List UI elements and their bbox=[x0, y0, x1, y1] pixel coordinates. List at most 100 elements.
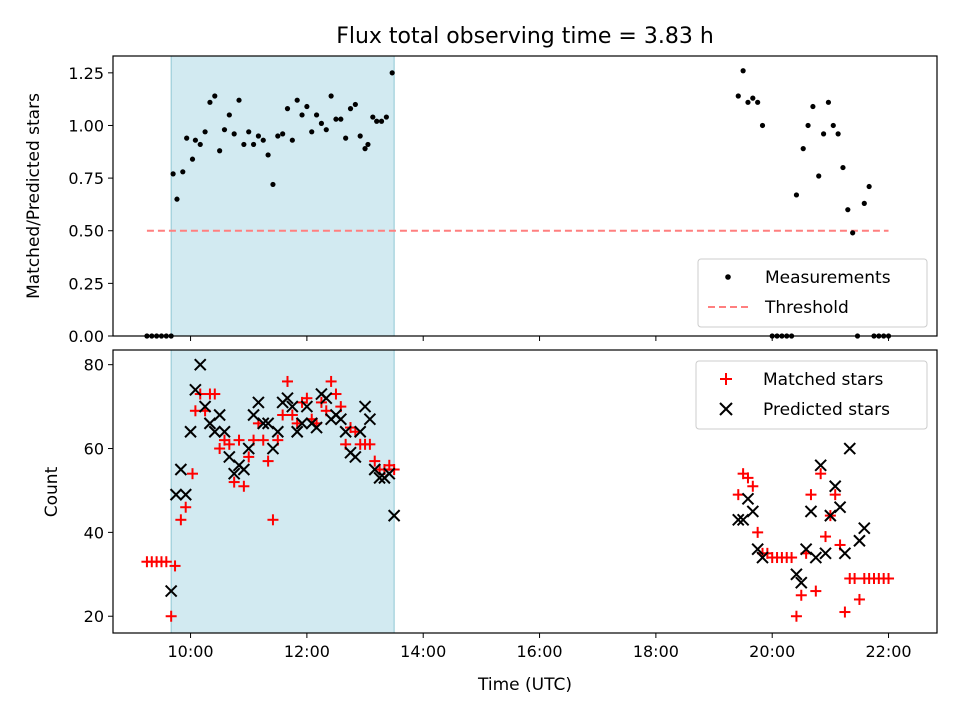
predicted-star-point bbox=[281, 392, 294, 405]
bottom-y-tick-label: 80 bbox=[84, 356, 104, 375]
predicted-star-point bbox=[189, 383, 202, 397]
matched-star-point bbox=[209, 388, 221, 400]
x-tick-label: 12:00 bbox=[284, 642, 330, 661]
matched-star-point bbox=[257, 434, 269, 446]
measurement-point bbox=[805, 122, 811, 129]
measurement-point bbox=[231, 131, 237, 137]
predicted-star-point bbox=[334, 412, 348, 426]
predicted-star-point bbox=[819, 547, 832, 560]
predicted-star-point bbox=[266, 442, 280, 455]
top-y-tick-label: 1.00 bbox=[68, 116, 104, 135]
measurement-point bbox=[357, 133, 363, 139]
matched-star-point bbox=[364, 438, 376, 450]
measurement-point bbox=[338, 116, 344, 122]
matched-star-point bbox=[228, 476, 240, 488]
predicted-star-point bbox=[349, 450, 362, 464]
predicted-star-point bbox=[213, 408, 226, 422]
measurement-point bbox=[246, 129, 252, 135]
top-y-tick-label: 0.25 bbox=[68, 274, 104, 293]
matched-star-point bbox=[223, 438, 235, 450]
legend-predicted-marker bbox=[719, 402, 733, 416]
predicted-star-point bbox=[198, 400, 212, 413]
measurement-point bbox=[284, 106, 291, 112]
matched-star-point bbox=[214, 443, 226, 455]
matched-star-point bbox=[820, 531, 832, 543]
predicted-star-point bbox=[353, 425, 367, 438]
predicted-star-point bbox=[387, 509, 401, 522]
legend-measurements-marker bbox=[725, 274, 731, 280]
measurement-point bbox=[845, 207, 851, 213]
matched-star-point bbox=[160, 556, 172, 568]
measurement-point bbox=[250, 141, 257, 148]
measurement-point bbox=[189, 156, 196, 162]
top-y-tick-label: 0.75 bbox=[68, 169, 104, 188]
predicted-star-point bbox=[271, 425, 285, 438]
matched-star-point bbox=[369, 455, 381, 467]
top-shaded-span bbox=[170, 55, 395, 337]
measurement-point bbox=[389, 70, 395, 76]
measurement-point bbox=[313, 112, 320, 118]
measurement-point bbox=[275, 133, 281, 139]
predicted-star-point bbox=[858, 521, 871, 535]
observing-window-shade bbox=[170, 55, 395, 337]
predicted-star-point bbox=[741, 492, 755, 506]
predicted-star-point bbox=[746, 505, 760, 518]
legend-threshold-label: Threshold bbox=[764, 298, 849, 318]
measurement-point bbox=[755, 99, 761, 105]
top-legend: Measurements Threshold bbox=[697, 258, 928, 328]
matched-star-point bbox=[742, 472, 754, 484]
matched-star-point bbox=[853, 593, 865, 605]
measurement-point bbox=[304, 103, 310, 110]
predicted-star-point bbox=[751, 542, 764, 556]
measurement-point bbox=[328, 93, 334, 99]
predicted-star-point bbox=[814, 459, 827, 472]
legend-predicted-label: Predicted stars bbox=[763, 400, 890, 420]
predicted-star-point bbox=[363, 412, 377, 426]
measurement-point bbox=[221, 127, 228, 133]
predicted-star-point bbox=[184, 425, 197, 438]
predicted-star-point bbox=[358, 400, 372, 413]
predicted-star-point bbox=[242, 442, 255, 455]
matched-star-point bbox=[180, 501, 192, 513]
matched-star-point bbox=[243, 451, 255, 463]
top-chart-title: Flux total observing time = 3.83 h bbox=[336, 24, 714, 49]
matched-star-point bbox=[238, 480, 250, 492]
matched-star-point bbox=[169, 560, 181, 572]
matched-star-point bbox=[330, 388, 342, 400]
measurement-point bbox=[830, 122, 836, 129]
top-y-tick-label: 1.25 bbox=[68, 64, 104, 83]
predicted-star-point bbox=[194, 358, 207, 371]
top-y-tick-label: 0.50 bbox=[68, 222, 104, 241]
matched-star-point bbox=[277, 409, 289, 421]
measurement-point bbox=[750, 95, 756, 101]
predicted-star-point bbox=[843, 442, 856, 455]
top-x-ticks bbox=[190, 336, 890, 341]
matched-star-point bbox=[325, 375, 337, 387]
measurement-point bbox=[197, 141, 203, 148]
matched-star-point bbox=[810, 585, 822, 597]
predicted-star-point bbox=[804, 505, 818, 518]
measurement-point bbox=[226, 112, 232, 118]
matched-star-point bbox=[286, 409, 298, 421]
x-tick-label: 14:00 bbox=[400, 642, 446, 661]
measurement-point bbox=[365, 141, 371, 148]
predicted-star-point bbox=[853, 534, 866, 547]
matched-star-point bbox=[805, 489, 817, 501]
predicted-star-point bbox=[829, 480, 842, 493]
measurement-point bbox=[352, 101, 358, 108]
measurement-point bbox=[362, 146, 368, 152]
measurement-point bbox=[800, 146, 806, 152]
observing-window-shade bbox=[170, 349, 395, 634]
predicted-star-point bbox=[174, 463, 188, 476]
top-y-ticks: 0.00 0.25 0.50 0.75 1.00 1.25 bbox=[68, 64, 113, 346]
bottom-y-tick-label: 40 bbox=[84, 523, 104, 542]
matched-star-point bbox=[186, 468, 198, 480]
top-legend-box bbox=[697, 258, 928, 328]
x-tick-label: 20:00 bbox=[749, 642, 795, 661]
bottom-legend-box bbox=[695, 360, 928, 430]
measurement-point bbox=[289, 137, 295, 143]
legend-measurements-label: Measurements bbox=[765, 268, 891, 288]
measurement-point bbox=[184, 135, 190, 141]
measurement-point bbox=[241, 141, 247, 148]
top-panel: Flux total observing time = 3.83 h 0.000… bbox=[24, 24, 938, 346]
